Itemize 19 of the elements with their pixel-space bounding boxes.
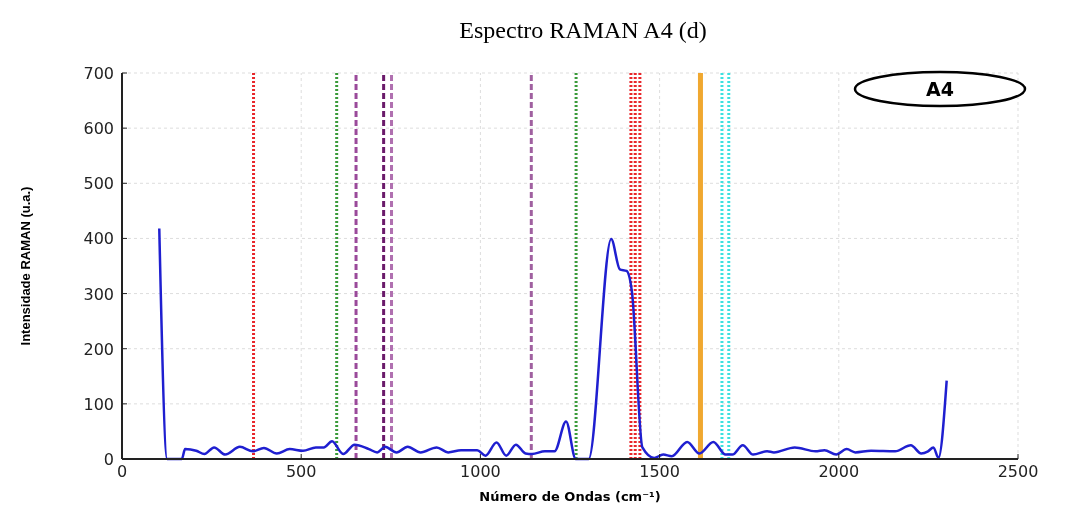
x-tick-label: 0 bbox=[116, 462, 128, 481]
y-tick-label: 500 bbox=[83, 174, 114, 194]
y-axis-title: Intensidade RAMAN (u.a.) bbox=[18, 186, 33, 346]
x-tick-label: 2000 bbox=[818, 462, 860, 481]
y-tick-label: 700 bbox=[83, 64, 114, 83]
y-tick-label: 300 bbox=[83, 284, 114, 304]
y-tick-label: 600 bbox=[83, 119, 114, 139]
x-tick-label: 1500 bbox=[639, 462, 680, 481]
y-tick-label: 200 bbox=[83, 339, 114, 359]
y-tick-label: 100 bbox=[83, 394, 114, 414]
chart-title: Espectro RAMAN A4 (d) bbox=[459, 17, 707, 43]
x-tick-label: 2500 bbox=[997, 462, 1039, 481]
x-tick-label: 500 bbox=[285, 462, 317, 481]
y-tick-label: 400 bbox=[83, 229, 114, 249]
y-tick-label: 0 bbox=[103, 450, 114, 469]
x-tick-label: 1000 bbox=[460, 462, 501, 481]
annotation: A4 bbox=[926, 78, 954, 100]
line-series bbox=[158, 227, 948, 461]
x-axis-title: Número de Ondas (cm⁻¹) bbox=[479, 489, 661, 504]
